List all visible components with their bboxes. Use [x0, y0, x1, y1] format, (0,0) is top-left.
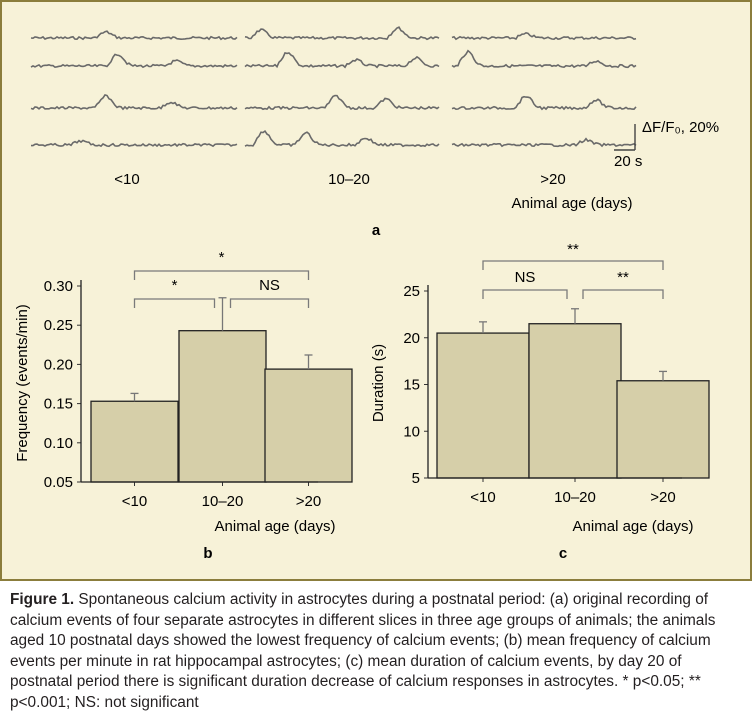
scale-bar-amplitude-label: ΔF/F₀, 20% [642, 119, 719, 136]
chart-c-significance-label: NS [515, 269, 536, 286]
chart-c-bar [436, 332, 530, 479]
chart-b-significance-bracket [133, 298, 216, 308]
group-label-gt20: >20 [540, 171, 565, 188]
chart-c-letter: c [559, 545, 567, 562]
chart-c-ytick-label: 20 [403, 330, 420, 347]
panel-a-xlabel: Animal age (days) [512, 195, 633, 212]
caption-text: Spontaneous calcium activity in astrocyt… [10, 591, 716, 711]
chart-c-significance-bracket [482, 260, 664, 270]
chart-c-significance-label: ** [617, 269, 629, 286]
chart-b-ytick-label: 0.20 [44, 356, 73, 373]
chart-b-ylabel: Frequency (events/min) [14, 304, 31, 462]
chart-c-ytick-label: 15 [403, 377, 420, 394]
calcium-trace [244, 94, 440, 111]
chart-c-significance-label: ** [567, 241, 579, 258]
chart-c-ytick-label: 10 [403, 423, 420, 440]
chart-b-significance-label: * [172, 277, 178, 294]
calcium-trace [244, 129, 440, 148]
chart-c-significance-bracket [582, 289, 664, 299]
chart-b-ytick-label: 0.30 [44, 278, 73, 295]
group-label-lt10: <10 [114, 171, 139, 188]
calcium-traces [30, 26, 637, 148]
panel-a-recordings: ΔF/F₀, 20% 20 s <10 10–20 >20 Animal age… [30, 26, 719, 239]
chart-b-significance-label: * [219, 249, 225, 266]
chart-b-xtick-label: >20 [296, 493, 321, 510]
chart-b-xlabel: Animal age (days) [215, 518, 336, 535]
chart-c-bar [616, 380, 710, 479]
calcium-trace [30, 93, 238, 111]
chart-b-xtick-label: <10 [122, 493, 147, 510]
chart-b-letter: b [203, 545, 212, 562]
chart-c-significance-bracket [482, 289, 568, 299]
chart-b-ytick-label: 0.05 [44, 474, 73, 491]
chart-c-xtick-label: 10–20 [554, 489, 596, 506]
frequency-chart: 0.050.100.150.200.250.30<10 10–20 >20** NS … [14, 249, 353, 562]
chart-b-bar [178, 330, 267, 483]
calcium-trace [244, 51, 440, 69]
chart-b-bar [264, 368, 353, 483]
calcium-trace [451, 49, 637, 69]
calcium-trace [31, 139, 238, 148]
figure-caption: Figure 1. Spontaneous calcium activity i… [10, 590, 744, 714]
caption-label: Figure 1. [10, 591, 75, 608]
chart-c-xlabel: Animal age (days) [573, 518, 694, 535]
chart-b-significance-label: NS [259, 277, 280, 294]
chart-c-ylabel: Duration (s) [370, 344, 387, 422]
chart-b-ytick-label: 0.10 [44, 435, 73, 452]
chart-b-ytick-label: 0.25 [44, 317, 73, 334]
panel-a-letter: a [372, 222, 381, 239]
chart-b-ytick-label: 0.15 [44, 396, 73, 413]
chart-c-xtick-label: <10 [470, 489, 495, 506]
chart-b-xtick-label: 10–20 [202, 493, 244, 510]
calcium-trace [451, 137, 637, 148]
chart-c-bar [528, 323, 622, 479]
scale-bar-time-label: 20 s [614, 153, 642, 170]
calcium-trace [30, 53, 238, 69]
calcium-trace [244, 26, 440, 41]
group-label-10-20: 10–20 [328, 171, 370, 188]
chart-c-ytick-label: 25 [403, 283, 420, 300]
chart-b-bar [90, 400, 179, 483]
chart-c-ytick-label: 5 [412, 470, 420, 487]
chart-b-significance-bracket [229, 298, 310, 308]
chart-b-significance-bracket [133, 270, 310, 280]
calcium-trace [30, 30, 238, 41]
scale-bar: ΔF/F₀, 20% 20 s [614, 119, 719, 170]
chart-c-xtick-label: >20 [650, 489, 675, 506]
calcium-trace [451, 31, 637, 41]
calcium-trace [451, 95, 637, 111]
figure-graphics: ΔF/F₀, 20% 20 s <10 10–20 >20 Animal age… [14, 26, 719, 562]
